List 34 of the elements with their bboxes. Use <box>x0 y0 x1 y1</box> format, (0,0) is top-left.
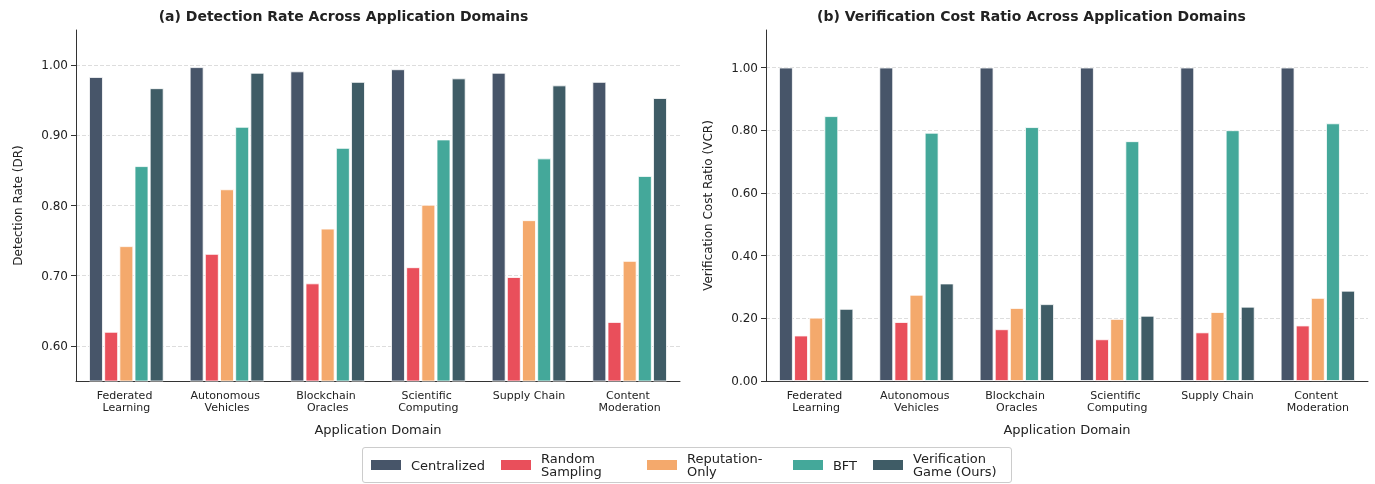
x-tick-label: Content Moderation <box>1286 388 1350 414</box>
x-tick-label: Content Moderation <box>598 388 661 414</box>
y-tick-label: 1.00 <box>731 60 758 75</box>
x-tick-label: Autonomous Vehicles <box>190 388 264 414</box>
legend-label: Verification Game (Ours) <box>913 451 998 479</box>
x-tick-label: Federated Learning <box>786 388 846 414</box>
y-tick-label: 0.80 <box>41 198 68 213</box>
y-tick-label: 0.80 <box>731 123 758 138</box>
x-tick-label: Autonomous Vehicles <box>880 388 953 414</box>
chart-title: (a) Detection Rate Across Application Domains <box>158 8 529 24</box>
y-tick-label: 0.40 <box>731 248 758 263</box>
legend-label: BFT <box>832 457 858 473</box>
y-tick-label: 0.60 <box>731 185 758 200</box>
chart-title: (b) Verification Cost Ratio Across Application Domains <box>817 8 1246 24</box>
y-tick-label: 0.70 <box>41 268 68 283</box>
x-tick-label: Scientific Computing <box>1086 388 1148 414</box>
y-tick-label: 0.20 <box>731 311 758 326</box>
x-tick-label: Supply Chain <box>1181 388 1254 402</box>
legend-label: Centralized <box>410 457 486 473</box>
x-axis-title: Application Domain <box>1003 422 1131 437</box>
x-tick-label: Blockchain Oracles <box>296 388 360 414</box>
y-tick-label: 0.00 <box>731 374 758 388</box>
y-tick-label: 0.60 <box>41 338 68 353</box>
x-axis-title: Application Domain <box>314 422 442 437</box>
x-tick-label: Federated Learning <box>96 388 156 414</box>
y-tick-label: 0.90 <box>41 128 68 143</box>
x-tick-label: Supply Chain <box>492 388 566 402</box>
y-tick-label: 1.00 <box>41 58 68 73</box>
x-tick-label: Scientific Computing <box>398 388 459 414</box>
y-axis-title: Detection Rate (DR) <box>11 145 25 266</box>
legend-label: Reputation-Only <box>686 451 764 479</box>
legend-label: Random Sampling <box>540 451 603 479</box>
y-axis-title: Verification Cost Ratio (VCR) <box>701 120 715 291</box>
x-tick-label: Blockchain Oracles <box>985 388 1049 414</box>
